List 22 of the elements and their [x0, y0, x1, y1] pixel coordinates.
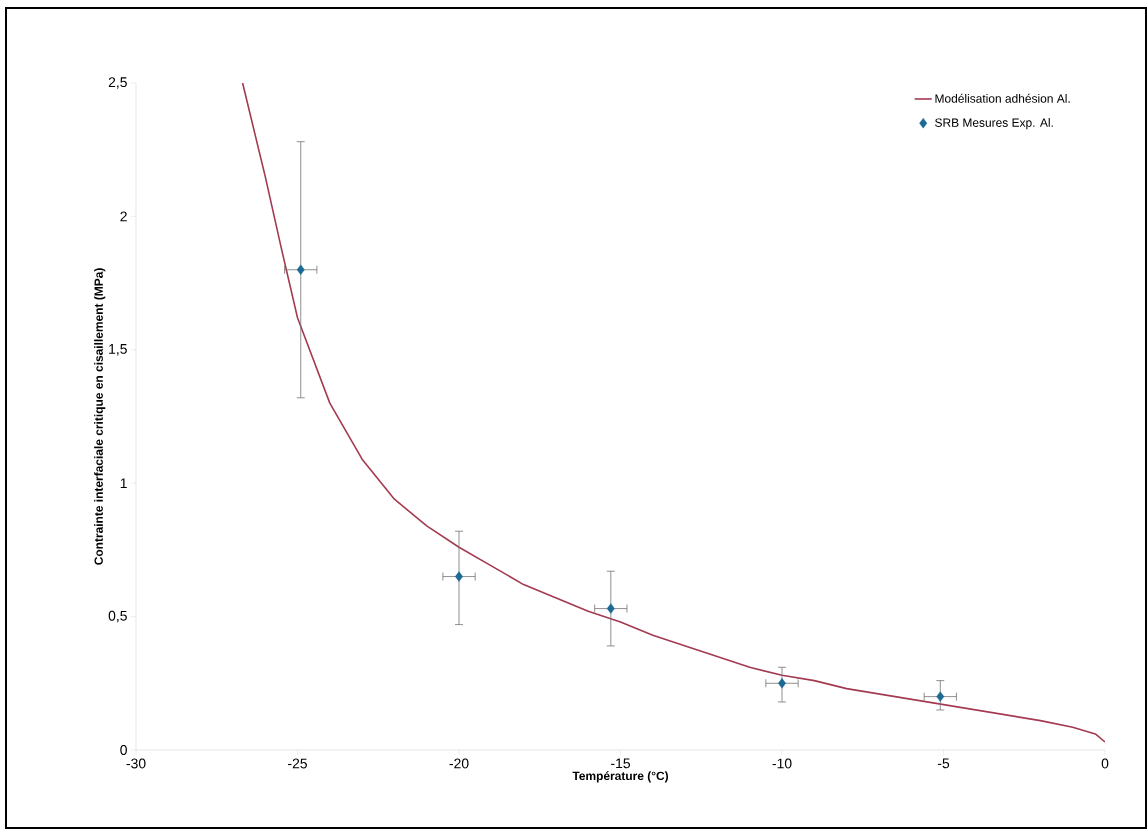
- point: [606, 603, 615, 614]
- x-tick-label: -10: [772, 758, 792, 769]
- x-tick-label: -25: [288, 758, 307, 769]
- point: [778, 678, 786, 689]
- y-tick-label: 2,5: [108, 77, 127, 89]
- y-tick-label: 1,5: [109, 344, 127, 356]
- y-tick-label: 2: [120, 211, 127, 222]
- point: [455, 571, 463, 582]
- x-axis-title: Température (°C): [572, 771, 669, 783]
- y-tick-label: 0,5: [108, 610, 127, 623]
- y-axis-title: Contrainte interfaciale critique en cisaillement (MPa): [94, 268, 106, 565]
- point: [936, 691, 945, 702]
- legend-label: Modélisation adhésion Al.: [935, 93, 1070, 103]
- x-tick-label: -5: [937, 758, 950, 769]
- x-tick-label: -15: [611, 758, 631, 769]
- y-tick-label: 0: [120, 745, 127, 755]
- x-tick-label: 0: [1101, 758, 1109, 769]
- legend-label: SRB Mesures Exp. Al.: [935, 118, 1053, 130]
- point: [296, 264, 305, 275]
- x-tick-label: -20: [449, 758, 469, 769]
- y-tick-label: 1: [120, 478, 127, 488]
- x-tick-label: -30: [126, 758, 146, 769]
